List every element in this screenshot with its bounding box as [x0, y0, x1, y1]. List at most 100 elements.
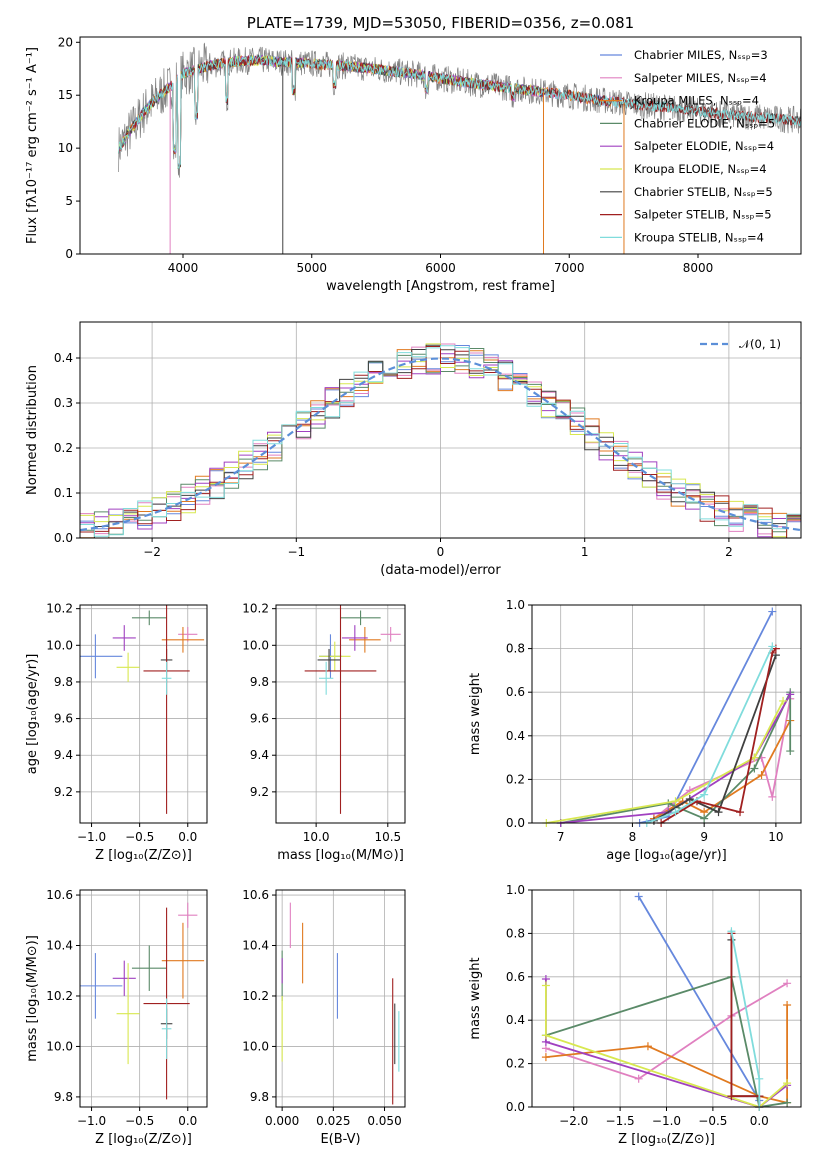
tick-label-x: 0.000: [265, 1114, 299, 1128]
legend-label: Kroupa STELIB, Nₛₛₚ=4: [634, 230, 764, 244]
residual-histogram: [80, 345, 801, 538]
panel-4: [272, 605, 405, 827]
mass-weight-marker: [700, 814, 709, 823]
tick-label-x: 1: [581, 545, 589, 559]
tick-label-x: 10: [768, 830, 783, 844]
mass-weight-marker: [541, 981, 550, 990]
x-axis-label: Z [log₁₀(Z/Z⊙)]: [618, 1132, 715, 1147]
tick-label-x: −1: [287, 545, 305, 559]
tick-label-y: 10: [58, 141, 73, 155]
tick-label-y: 1.0: [506, 883, 525, 897]
legend-label: Salpeter MILES, Nₛₛₚ=4: [634, 71, 767, 85]
error-bar-point: [380, 626, 401, 642]
tick-label-y: 10.2: [46, 602, 73, 616]
tick-label-y: 10.0: [46, 638, 73, 652]
tick-label-y: 10.2: [242, 989, 269, 1003]
mass-weight-line: [545, 985, 788, 1107]
tick-label-x: −0.5: [125, 830, 154, 844]
error-bar-point: [112, 625, 136, 651]
tick-label-y: 0.4: [54, 351, 73, 365]
tick-label-y: 0.2: [506, 772, 525, 786]
tick-label-y: 10.4: [46, 939, 73, 953]
legend-label: Chabrier MILES, Nₛₛₚ=3: [634, 48, 768, 62]
mass-weight-marker: [779, 696, 788, 705]
error-bar-point: [116, 652, 140, 682]
tick-label-y: 10.2: [242, 602, 269, 616]
error-bar-point: [304, 605, 377, 814]
mass-weight-marker: [685, 795, 694, 804]
legend-label: 𝒩(0, 1): [739, 337, 781, 351]
tick-label-y: 9.8: [250, 675, 269, 689]
axes-frame: [79, 604, 208, 824]
tick-label-y: 9.8: [54, 675, 73, 689]
y-axis-label: mass weight: [468, 673, 483, 755]
x-axis-label: mass [log₁₀(M/M⊙)]: [277, 848, 404, 863]
y-axis-label: age [log₁₀(age/yr)]: [25, 654, 40, 775]
tick-label-x: 4000: [168, 261, 199, 275]
tick-label-x: −1.0: [77, 1114, 106, 1128]
panel-1: [76, 41, 699, 258]
mass-weight-marker: [700, 790, 709, 799]
error-bar-point: [178, 902, 198, 928]
tick-label-y: 9.6: [54, 712, 73, 726]
legend-label: Salpeter ELODIE, Nₛₛₚ=4: [634, 139, 774, 153]
mass-weight-marker: [768, 792, 777, 801]
mass-weight-line: [545, 975, 788, 1107]
tick-label-y: 0.3: [54, 396, 73, 410]
axes-frame: [79, 36, 802, 255]
tick-label-y: 0.0: [506, 1100, 525, 1114]
tick-label-x: −1.5: [606, 1114, 635, 1128]
error-bar-point: [116, 963, 140, 1065]
x-axis-label: age [log₁₀(age/yr)]: [606, 848, 727, 863]
y-axis-label: mass [log₁₀(M/M⊙)]: [25, 935, 40, 1062]
mass-weight-marker: [786, 690, 795, 699]
error-bar-point: [131, 610, 167, 626]
axes-frame: [79, 889, 208, 1108]
panel-7: [272, 890, 405, 1111]
error-bar-point: [317, 648, 341, 671]
tick-label-y: 0.0: [54, 531, 73, 545]
mass-weight-line: [730, 931, 761, 1107]
mass-weight-marker: [768, 642, 777, 651]
mass-weight-marker: [714, 808, 723, 817]
tick-label-y: 20: [58, 35, 73, 49]
tick-label-y: 15: [58, 88, 73, 102]
tick-label-y: 10.0: [242, 1039, 269, 1053]
tick-label-y: 0.6: [506, 685, 525, 699]
mass-weight-line: [653, 654, 777, 822]
mass-weight-line: [560, 691, 792, 823]
mass-weight-marker: [736, 808, 745, 817]
mass-weight-marker: [634, 1074, 643, 1083]
tick-label-x: −2: [143, 545, 161, 559]
tick-label-y: 0.2: [54, 441, 73, 455]
error-bar-point: [80, 634, 123, 679]
tick-label-y: 9.8: [54, 1090, 73, 1104]
tick-label-y: 10.4: [242, 939, 269, 953]
tick-label-y: 0: [65, 247, 73, 261]
mass-weight-marker: [634, 892, 643, 901]
tick-label-y: 9.4: [250, 748, 269, 762]
error-bar-point: [319, 661, 334, 695]
tick-label-x: 7: [557, 830, 565, 844]
mass-weight-marker: [671, 808, 680, 817]
tick-label-y: 0.0: [506, 816, 525, 830]
model-fit-line: [118, 55, 801, 169]
mass-weight-marker: [783, 1001, 792, 1010]
tick-label-y: 0.8: [506, 642, 525, 656]
axes-frame: [531, 604, 802, 824]
legend-label: Salpeter STELIB, Nₛₛₚ=5: [634, 208, 772, 222]
error-bar-point: [161, 922, 205, 999]
tick-label-y: 9.4: [54, 748, 73, 762]
tick-label-x: 10.0: [303, 830, 330, 844]
tick-label-x: 5000: [296, 261, 327, 275]
tick-label-x: −0.5: [698, 1114, 727, 1128]
error-bar-point: [161, 626, 205, 653]
tick-label-x: 8000: [683, 261, 714, 275]
tick-label-y: 9.6: [250, 712, 269, 726]
mass-weight-marker: [783, 1079, 792, 1088]
tick-label-y: 0.1: [54, 486, 73, 500]
mass-weight-line: [545, 982, 788, 1080]
error-bar-point: [178, 626, 198, 642]
y-axis-label: Normed distribution: [25, 365, 40, 495]
mass-weight-marker: [755, 1074, 764, 1083]
